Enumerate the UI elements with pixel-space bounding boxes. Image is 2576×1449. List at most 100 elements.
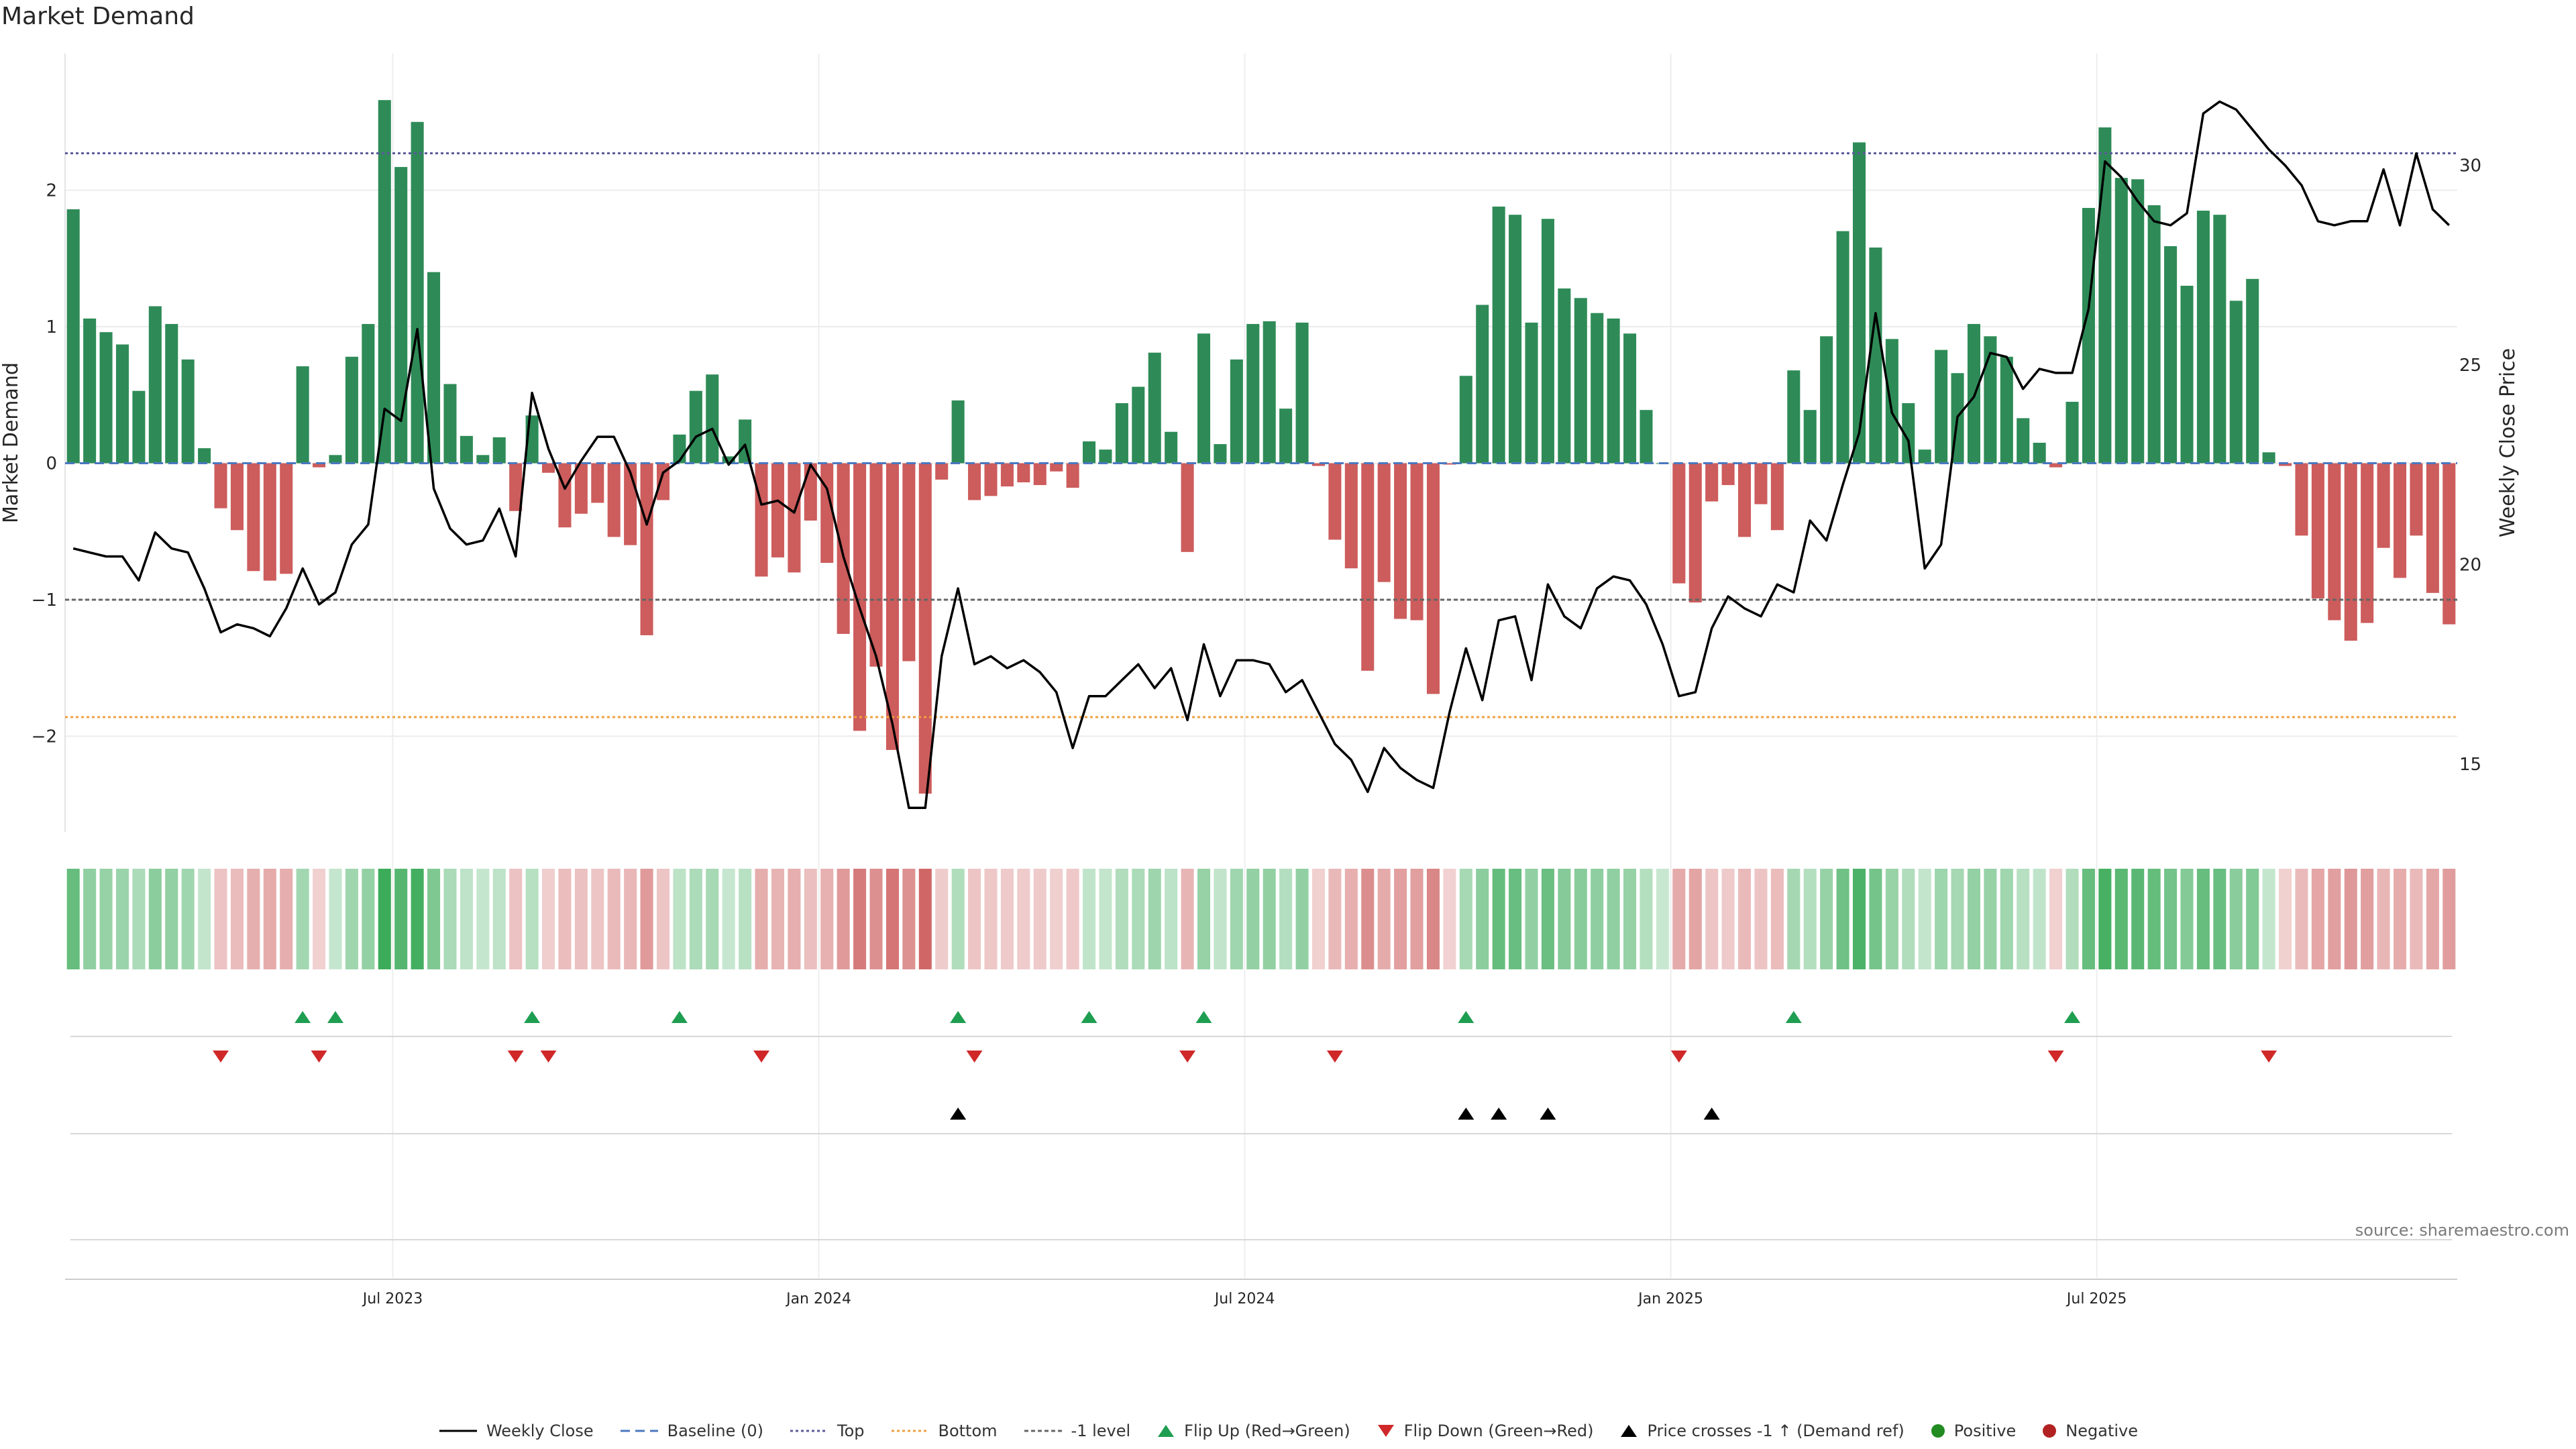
demand-bar-positive <box>1803 410 1817 464</box>
demand-bar-negative <box>2361 463 2374 623</box>
demand-bar-negative <box>755 463 768 577</box>
legend-minus-one-label: -1 level <box>1071 1421 1131 1440</box>
demand-bar-negative <box>1770 463 1784 531</box>
flip-down-marker <box>1326 1051 1343 1063</box>
heat-cell-negative <box>591 869 604 969</box>
heat-cell-positive <box>1787 869 1801 969</box>
heat-cell-positive <box>1279 869 1293 969</box>
demand-bar-negative <box>2410 463 2423 536</box>
demand-bar-positive <box>2098 127 2112 464</box>
heat-cell-positive <box>1541 869 1554 969</box>
demand-bar-positive <box>1263 321 1276 464</box>
demand-bar-positive <box>1852 142 1866 464</box>
heat-cell-negative <box>558 869 572 969</box>
heat-cell-positive <box>1263 869 1276 969</box>
demand-bar-negative <box>509 463 523 511</box>
flip-up-marker <box>1195 1011 1212 1023</box>
heat-cell-negative <box>1705 869 1719 969</box>
heat-cell-positive <box>2000 869 2013 969</box>
legend-flip-down-label: Flip Down (Green→Red) <box>1403 1421 1594 1440</box>
legend-price-cross-label: Price crosses -1 ↑ (Demand ref) <box>1647 1421 1904 1440</box>
demand-bar-positive <box>115 344 129 464</box>
legend-flip-down-icon <box>1377 1425 1394 1437</box>
heat-cell-positive <box>476 869 490 969</box>
heat-cell-positive <box>378 869 391 969</box>
heat-cell-negative <box>1000 869 1014 969</box>
heat-cell-positive <box>132 869 146 969</box>
legend-flip-up: Flip Up (Red→Green) <box>1156 1421 1350 1440</box>
heat-cell-positive <box>1935 869 1948 969</box>
demand-bar-positive <box>2147 205 2161 464</box>
legend-weekly-close: Weekly Close <box>438 1421 594 1440</box>
flip-down-marker <box>1670 1051 1687 1063</box>
demand-bar-positive <box>1541 219 1554 464</box>
heat-cell-negative <box>1688 869 1702 969</box>
demand-bar-positive <box>1476 305 1489 464</box>
demand-bar-negative <box>1066 463 1079 488</box>
flip-down-marker <box>213 1051 229 1063</box>
y-axis-label: Market Demand <box>0 362 23 523</box>
demand-bar-positive <box>1623 333 1637 464</box>
demand-bar-positive <box>99 332 113 464</box>
demand-bar-positive <box>345 356 358 464</box>
demand-bar-positive <box>689 390 702 464</box>
demand-bar-negative <box>2393 463 2407 578</box>
demand-bar-positive <box>427 272 441 464</box>
price-cross-marker <box>1458 1108 1474 1120</box>
demand-bar-negative <box>853 463 867 731</box>
legend-bottom-swatch <box>891 1430 929 1432</box>
demand-bar-negative <box>1344 463 1358 569</box>
heat-cell-negative <box>624 869 637 969</box>
demand-bar-negative <box>542 463 555 473</box>
legend-flip-up-icon <box>1158 1425 1175 1437</box>
heat-cell-positive <box>1476 869 1489 969</box>
heat-cell-positive <box>1902 869 1915 969</box>
price-cross-marker <box>1540 1108 1556 1120</box>
demand-bar-negative <box>902 463 916 661</box>
heat-cell-negative <box>2344 869 2357 969</box>
demand-bar-positive <box>1132 386 1145 464</box>
price-cross-marker <box>1491 1108 1507 1120</box>
demand-bar-positive <box>1230 359 1243 464</box>
heat-cell-negative <box>935 869 949 969</box>
demand-bar-positive <box>1246 323 1260 464</box>
demand-bar-negative <box>869 463 883 667</box>
heat-cell-positive <box>1115 869 1128 969</box>
demand-bar-negative <box>788 463 801 573</box>
flip-up-marker <box>2064 1011 2081 1023</box>
demand-bar-positive <box>443 384 457 464</box>
heat-cell-negative <box>2361 869 2374 969</box>
heat-cell-positive <box>1852 869 1866 969</box>
demand-bar-negative <box>2049 463 2063 468</box>
demand-bar-negative <box>1410 463 1424 621</box>
heat-cell-positive <box>1623 869 1637 969</box>
legend-positive: Positive <box>1930 1421 2017 1440</box>
demand-bar-positive <box>1591 313 1604 464</box>
demand-bar-negative <box>968 463 981 500</box>
flip-down-marker <box>540 1051 557 1063</box>
demand-bar-negative <box>820 463 834 564</box>
heat-cell-negative <box>640 869 653 969</box>
flip-up-marker <box>1081 1011 1097 1023</box>
x-tick-label: Jul 2023 <box>362 1291 423 1307</box>
demand-bar-positive <box>296 366 309 464</box>
demand-bar-negative <box>984 463 998 496</box>
demand-bar-negative <box>1721 463 1735 486</box>
y2-tick-label: 15 <box>2459 755 2481 775</box>
heat-cell-positive <box>2229 869 2243 969</box>
heat-cell-positive <box>443 869 457 969</box>
legend-top-label: Top <box>837 1421 865 1440</box>
x-tick-label: Jul 2024 <box>1214 1291 1275 1307</box>
legend-weekly-close-swatch <box>439 1430 477 1432</box>
heat-cell-positive <box>1148 869 1161 969</box>
y2-tick-label: 30 <box>2459 156 2481 176</box>
demand-bar-positive <box>1115 402 1128 464</box>
demand-bar-negative <box>1000 463 1014 487</box>
heat-cell-negative <box>788 869 801 969</box>
legend: Weekly Close Baseline (0) Top Bottom -1 … <box>0 1414 2576 1448</box>
demand-bar-negative <box>280 463 293 574</box>
heat-cell-negative <box>1738 869 1752 969</box>
flip-up-marker <box>1458 1011 1474 1023</box>
heat-cell-positive <box>492 869 506 969</box>
legend-positive-label: Positive <box>1953 1421 2017 1440</box>
